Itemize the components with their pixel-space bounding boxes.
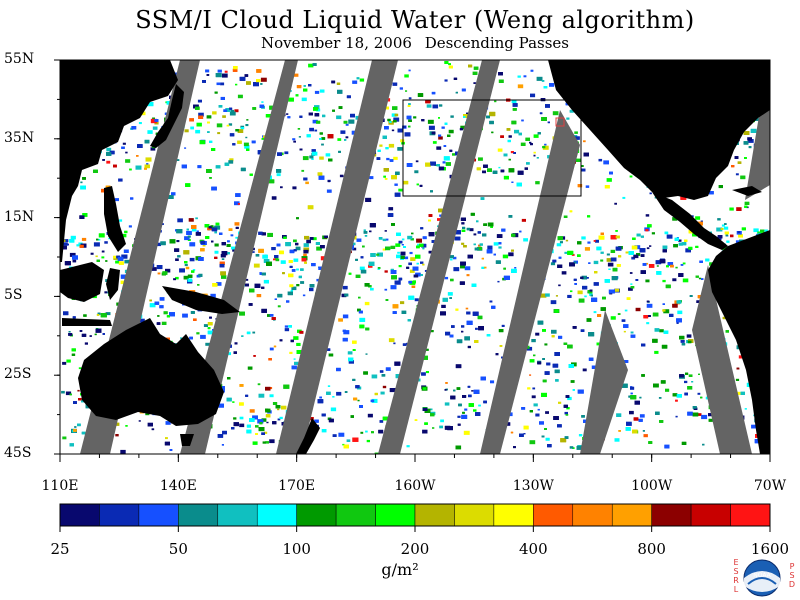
landmass-sulawesi [106,268,120,300]
landmass-north-america [548,60,770,200]
latitude-label: 35N [4,129,35,146]
colorbar-swatch [138,503,179,527]
swath-gap [378,60,500,454]
swath-gap [580,310,628,454]
colorbar-swatch [296,503,337,527]
landmass-australia [78,318,224,426]
colorbar-tick-label: 50 [168,540,188,558]
colorbar-swatch [533,503,574,527]
landmass-central-america [652,192,728,250]
colorbar-swatch [730,503,771,527]
latitude-label: 5S [4,287,23,304]
noaa-emblem-icon: NOAA [743,559,781,597]
latitude-label: 55N [4,51,35,67]
colorbar-swatch [611,503,652,527]
landmass-indonesia [60,262,104,302]
landmass-asia [60,60,178,262]
longitude-label: 170E [278,478,316,494]
landmass-caribbean [732,186,762,196]
colorbar-swatch [99,503,140,527]
colorbar-tick-label: 800 [637,540,666,558]
colorbar-tick-label: 400 [519,540,548,558]
colorbar-swatch [690,503,731,527]
longitude-label: 100W [631,478,673,494]
colorbar-swatch [217,503,258,527]
colorbar-tick-label: 25 [50,540,70,558]
longitude-label: 110E [41,478,79,494]
subtitle-date: November 18, 2006 [260,34,412,52]
swath-gap [276,60,398,454]
latitude-label: 15N [4,208,35,225]
swath-gap [180,60,298,454]
colorbar-tick-label: 1600 [750,540,790,558]
colorbar-units: g/m² [381,560,419,579]
colorbar-swatch [493,503,534,527]
swath-gap [692,265,752,454]
landmass-new-zealand [296,418,320,454]
logo-emblem-text: NOAA [753,572,771,579]
longitude-label: 130W [512,478,554,494]
colorbar-swatch [454,503,495,527]
colorbar-tick-label: 100 [282,540,311,558]
longitude-label: 160W [394,478,436,494]
colorbar-ticks [59,526,771,532]
latitude-label: 25S [4,366,32,383]
landmass-philippines [104,186,126,252]
longitude-label: 70W [753,478,787,494]
landmass-south-america [708,230,770,454]
axis-ticks [54,59,771,462]
colorbar-swatch [651,503,692,527]
region-marker [555,117,565,127]
longitude-label: 140E [159,478,197,494]
colorbar-swatch [256,503,297,527]
colorbar-swatch [572,503,613,527]
map-title: SSM/I Cloud Liquid Water (Weng algorithm… [135,6,695,34]
map-subtitle: November 18, 2006 Descending Passes [0,34,800,52]
colorbar-swatch [178,503,219,527]
subtitle-pass: Descending Passes [424,34,570,52]
swath-gap [745,110,770,200]
region-box [402,99,582,197]
landmass-new-guinea [162,286,240,314]
colorbar-tick-label: 200 [400,540,430,558]
land-mask [60,60,770,454]
landmass-java [62,318,112,326]
colorbar-swatch [375,503,416,527]
landmass-tasmania [180,434,194,446]
colorbar-swatch [59,503,100,527]
latitude-label: 45S [4,445,32,461]
colorbar-swatch [335,503,376,527]
landmass-japan [150,84,184,148]
colorbar-swatch [414,503,455,527]
colorbar-boxes [59,503,771,527]
